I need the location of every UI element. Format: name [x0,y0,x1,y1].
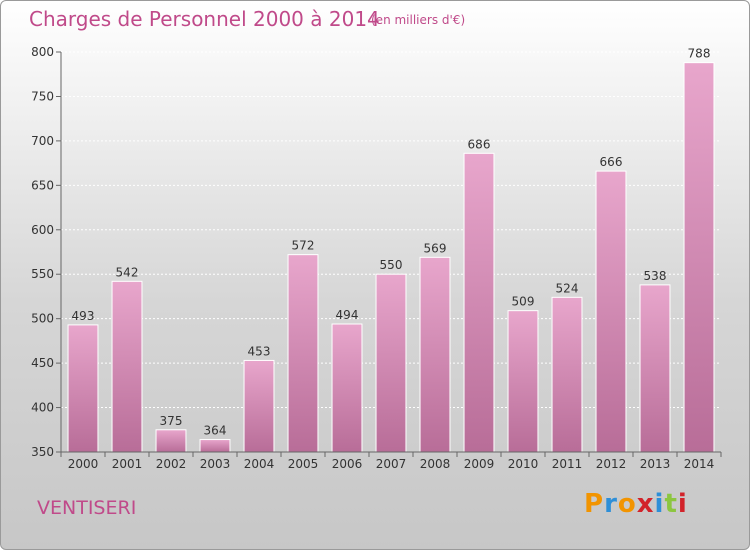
data-label: 493 [72,309,95,323]
bar [551,296,583,453]
data-label: 509 [512,295,535,309]
x-tick-label: 2010 [508,457,539,471]
x-tick-label: 2014 [684,457,715,471]
proxiti-logo: Proxiti [584,489,688,519]
data-label: 494 [336,308,359,322]
bar [111,280,143,453]
bar [199,439,231,453]
logo-letter: o [617,489,637,519]
y-tick-label: 400 [31,401,54,415]
y-tick-label: 450 [31,356,54,370]
logo-letter: x [636,489,655,519]
data-label: 550 [380,258,403,272]
data-label: 542 [116,265,139,279]
x-tick-label: 2004 [244,457,275,471]
x-tick-label: 2012 [596,457,627,471]
y-tick-label: 550 [31,267,54,281]
y-tick-label: 350 [31,445,54,459]
bar [639,284,671,453]
bar [287,254,319,453]
y-tick-label: 750 [31,89,54,103]
data-label: 572 [292,239,315,253]
commune-name: VENTISERI [37,497,137,519]
bar [683,62,715,453]
logo-letter: i [677,489,688,519]
data-label: 375 [160,414,183,428]
x-axis: 2000 2001 2002 2003 2004 2005 2006 2007 2008 2009… [60,451,722,471]
bar [375,273,407,453]
y-tick-label: 600 [31,223,54,237]
chart-subtitle: (en milliers d'€) [371,13,466,27]
bars: 493 542 375 364 453 572 494 550 569 686 509 524 666 5… [67,47,715,453]
x-tick-label: 2007 [376,457,407,471]
y-tick-label: 800 [31,45,54,59]
x-tick-label: 2001 [112,457,143,471]
logo-letter: P [584,489,605,519]
y-tick-label: 700 [31,134,54,148]
chart-title: Charges de Personnel 2000 à 2014 [29,7,380,31]
data-label: 686 [468,137,491,151]
bar [595,170,627,453]
x-tick-label: 2013 [640,457,671,471]
data-label: 538 [644,269,667,283]
x-tick-label: 2009 [464,457,495,471]
bar [507,310,539,453]
logo-letter: r [604,489,618,519]
data-label: 364 [204,424,227,438]
bar [243,359,275,453]
data-label: 666 [600,155,623,169]
data-label: 569 [424,241,447,255]
x-tick-label: 2003 [200,457,231,471]
x-tick-label: 2006 [332,457,363,471]
y-axis: 350 400 450 500 550 600 650 700 750 800 [31,45,62,459]
data-label: 788 [688,47,711,61]
y-tick-label: 500 [31,312,54,326]
bar [155,429,187,453]
bar [67,324,99,453]
data-label: 524 [556,281,579,295]
x-tick-label: 2008 [420,457,451,471]
y-tick-label: 650 [31,178,54,192]
bar [463,152,495,453]
x-tick-label: 2000 [68,457,99,471]
data-label: 453 [248,344,271,358]
logo-letter: i [654,489,665,519]
logo-letter: t [664,489,678,519]
bar [331,323,363,453]
x-tick-label: 2002 [156,457,187,471]
x-tick-label: 2011 [552,457,583,471]
x-tick-label: 2005 [288,457,319,471]
bar [419,256,451,453]
